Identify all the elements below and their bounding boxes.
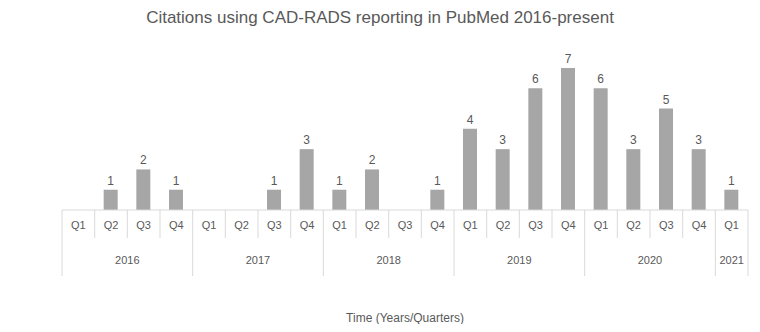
svg-text:3: 3	[630, 133, 637, 147]
svg-text:Q1: Q1	[202, 219, 217, 231]
svg-text:2019: 2019	[507, 254, 531, 266]
svg-text:Q2: Q2	[496, 219, 511, 231]
svg-text:Q3: Q3	[398, 219, 413, 231]
svg-text:Q2: Q2	[104, 219, 119, 231]
svg-text:Q1: Q1	[71, 219, 86, 231]
svg-text:1: 1	[107, 174, 114, 188]
svg-text:Q2: Q2	[234, 219, 249, 231]
svg-text:1: 1	[271, 174, 278, 188]
svg-text:Q1: Q1	[594, 219, 609, 231]
svg-text:6: 6	[532, 72, 539, 86]
svg-text:2: 2	[369, 153, 376, 167]
svg-text:2021: 2021	[719, 254, 743, 266]
svg-text:Q4: Q4	[169, 219, 184, 231]
svg-text:2018: 2018	[376, 254, 400, 266]
svg-text:7: 7	[565, 52, 572, 66]
svg-text:Q2: Q2	[626, 219, 641, 231]
svg-text:1: 1	[336, 174, 343, 188]
svg-text:1: 1	[728, 174, 735, 188]
svg-text:2017: 2017	[246, 254, 270, 266]
svg-text:Time (Years/Quarters): Time (Years/Quarters)	[346, 311, 464, 324]
svg-text:3: 3	[695, 133, 702, 147]
svg-text:Q1: Q1	[332, 219, 347, 231]
svg-text:Q3: Q3	[528, 219, 543, 231]
svg-text:2020: 2020	[638, 254, 662, 266]
svg-text:2: 2	[140, 153, 147, 167]
svg-text:5: 5	[663, 93, 670, 107]
html-text:Citations using CAD-RADS repor: Citations using CAD-RADS reporting in Pu…	[146, 8, 614, 27]
svg-text:Q1: Q1	[724, 219, 739, 231]
svg-text:Q4: Q4	[561, 219, 576, 231]
svg-text:1: 1	[434, 174, 441, 188]
svg-text:Q3: Q3	[267, 219, 282, 231]
svg-text:Q4: Q4	[430, 219, 445, 231]
svg-text:Q3: Q3	[136, 219, 151, 231]
svg-text:4: 4	[467, 113, 474, 127]
svg-text:3: 3	[499, 133, 506, 147]
svg-text:6: 6	[597, 72, 604, 86]
svg-text:Q4: Q4	[692, 219, 707, 231]
svg-text:Q4: Q4	[300, 219, 315, 231]
svg-text:3: 3	[303, 133, 310, 147]
svg-text:Q2: Q2	[365, 219, 380, 231]
svg-text:Q3: Q3	[659, 219, 674, 231]
svg-text:2016: 2016	[115, 254, 139, 266]
svg-text:1: 1	[173, 174, 180, 188]
svg-text:Q1: Q1	[463, 219, 478, 231]
